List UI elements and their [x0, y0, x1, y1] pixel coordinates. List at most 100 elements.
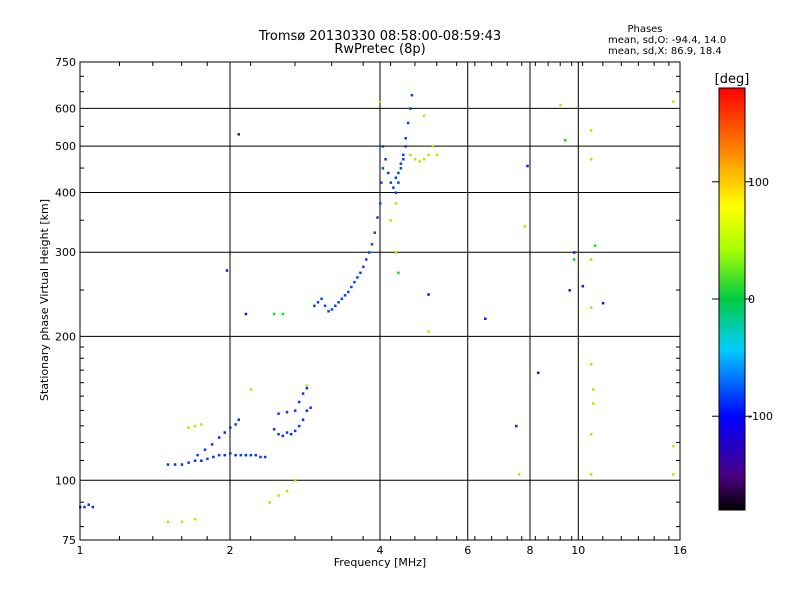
data-point [672, 100, 675, 104]
y-tick-label: 750 [55, 56, 76, 69]
data-point [422, 114, 426, 117]
x-tick-label: 8 [527, 544, 534, 557]
y-tick-label: 500 [55, 140, 76, 153]
data-point [187, 461, 190, 464]
data-point [379, 100, 382, 104]
y-tick-label: 200 [55, 330, 76, 343]
data-point [593, 244, 597, 247]
data-point [281, 434, 285, 438]
data-point [427, 293, 430, 296]
data-point [346, 290, 350, 294]
data-point [589, 473, 593, 476]
data-point [427, 153, 430, 157]
data-point [297, 424, 301, 428]
data-point [399, 167, 403, 170]
colorbar-ticks: 100 0 -100 [712, 176, 773, 423]
data-point [672, 473, 675, 476]
data-point [484, 317, 487, 320]
data-point [313, 304, 316, 308]
data-point [212, 455, 215, 459]
data-point [340, 297, 344, 301]
y-tick-label: 400 [55, 186, 76, 199]
data-point [193, 517, 197, 521]
data-point [193, 424, 197, 428]
y-tick-label: 600 [55, 102, 76, 115]
data-point [572, 251, 576, 254]
data-point [409, 153, 412, 157]
data-point [277, 412, 280, 415]
data-point [263, 455, 267, 459]
data-point [515, 424, 518, 428]
data-point [394, 176, 398, 179]
data-point [293, 409, 297, 412]
data-point [362, 265, 365, 269]
data-point [563, 139, 567, 142]
data-point [356, 276, 359, 279]
data-point [394, 191, 398, 194]
data-point [379, 202, 382, 205]
data-point [526, 164, 529, 168]
data-point [406, 121, 410, 125]
data-point [237, 133, 240, 136]
data-point [203, 448, 207, 451]
colorbar-tick-label: -100 [748, 410, 773, 423]
data-point [568, 289, 571, 292]
x-tick-label: 16 [673, 544, 687, 557]
data-point [589, 158, 593, 161]
data-point [316, 301, 320, 304]
data-point [350, 285, 353, 289]
data-point [381, 145, 385, 148]
data-point [672, 444, 675, 448]
data-point [330, 308, 334, 311]
data-point [589, 306, 593, 309]
data-point [337, 301, 340, 304]
data-point [394, 251, 398, 254]
data-point [166, 463, 170, 466]
data-point [301, 392, 305, 395]
data-point [223, 431, 227, 434]
data-point [327, 310, 330, 313]
data-point [272, 312, 276, 316]
data-point [309, 406, 312, 409]
plot-frame [79, 61, 681, 541]
data-point [229, 452, 232, 455]
data-point [249, 388, 253, 391]
data-point [380, 181, 383, 184]
stats-title: Phases [627, 24, 662, 35]
data-point [413, 158, 417, 161]
data-point [289, 432, 293, 436]
chart-subtitle: RwPretec (8p) [334, 42, 425, 57]
data-point [225, 269, 229, 272]
data-point [373, 231, 377, 234]
data-points [79, 93, 675, 523]
colorbar-label: [deg] [715, 72, 750, 87]
data-point [589, 363, 593, 366]
data-point [370, 243, 374, 246]
data-point [376, 216, 379, 219]
x-tick-label: 1 [77, 544, 84, 557]
data-point [200, 459, 203, 462]
data-point [187, 426, 190, 429]
colorbar-tick-label: 100 [748, 176, 769, 189]
data-point [173, 463, 177, 466]
data-point [200, 423, 203, 426]
data-point [277, 432, 280, 436]
data-point [239, 453, 243, 457]
y-axis-label: Stationary phase Virtual Height [km] [38, 199, 51, 401]
data-point [254, 453, 257, 457]
data-point [206, 457, 209, 461]
data-point [589, 129, 593, 132]
data-point [353, 280, 356, 284]
data-point [305, 409, 309, 412]
y-tick-label: 100 [55, 474, 76, 487]
grid-lines [80, 62, 680, 540]
data-point [237, 418, 240, 422]
stats-o-mode: mean, sd,O: -94.4, 14.0 [608, 35, 726, 46]
data-point [367, 251, 371, 254]
data-point [589, 432, 593, 436]
x-tick-label: 2 [227, 544, 234, 557]
data-point [536, 371, 540, 375]
data-point [217, 453, 221, 457]
data-point [223, 453, 227, 457]
data-point [301, 418, 305, 422]
